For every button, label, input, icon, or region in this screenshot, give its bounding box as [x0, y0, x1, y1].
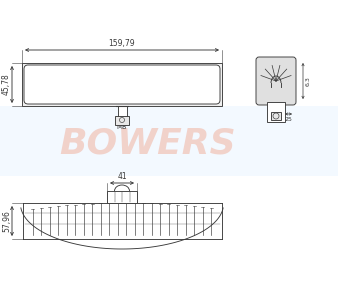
Text: 25: 25 [285, 117, 292, 122]
FancyBboxPatch shape [24, 65, 220, 104]
Text: 45,78: 45,78 [2, 74, 11, 95]
Bar [271, 112, 281, 120]
Text: 6.3: 6.3 [306, 76, 311, 86]
Bar [267, 102, 285, 122]
Bar [22, 63, 222, 106]
Bar [107, 191, 137, 203]
Text: M8: M8 [117, 124, 127, 130]
Bar [115, 116, 129, 125]
Bar [118, 106, 126, 120]
Bar [0, 106, 338, 176]
Text: 159,79: 159,79 [109, 39, 135, 48]
FancyBboxPatch shape [256, 57, 296, 105]
Text: 57,96: 57,96 [2, 210, 11, 232]
Text: BOWERS: BOWERS [60, 126, 236, 160]
Text: 41: 41 [117, 172, 127, 181]
